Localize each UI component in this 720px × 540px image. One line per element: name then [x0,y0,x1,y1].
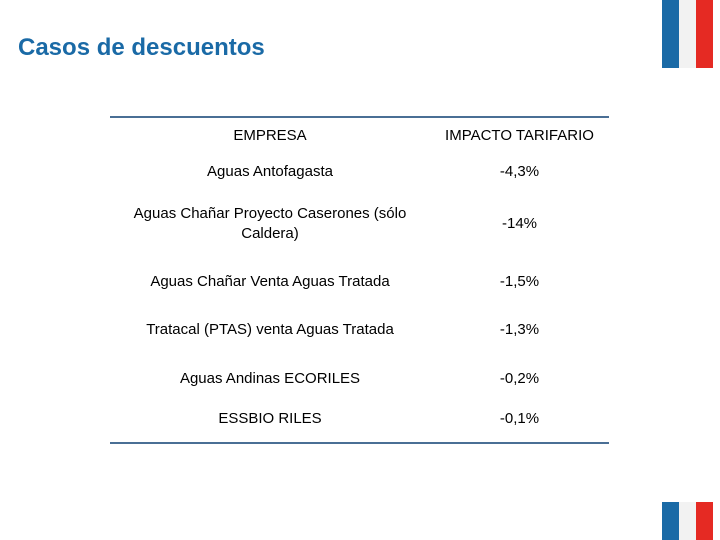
chile-flag-decoration-bottom [662,502,713,540]
table-row: ESSBIO RILES -0,1% [110,403,609,442]
table-row: Aguas Antofagasta -4,3% [110,154,609,189]
impacto-cell: -14% [501,215,538,232]
discounts-table: EMPRESA IMPACTO TARIFARIO Aguas Antofaga… [110,116,609,444]
table-row: Tratacal (PTAS) venta Aguas Tratada -1,3… [110,305,609,355]
flag-red-stripe [696,0,713,68]
flag-white-stripe [679,502,696,540]
impacto-cell: -0,1% [499,409,540,427]
flag-red-stripe [696,502,713,540]
empresa-cell: Tratacal (PTAS) venta Aguas Tratada [146,321,394,338]
table-header-row: EMPRESA IMPACTO TARIFARIO [110,118,609,154]
impacto-cell: -1,3% [499,321,540,338]
empresa-cell: Aguas Andinas ECORILES [179,370,361,387]
empresa-cell: Aguas Antofagasta [207,162,333,180]
impacto-cell: -1,5% [499,273,540,290]
flag-blue-stripe [662,0,679,68]
column-header-empresa: EMPRESA [233,127,307,144]
page-title: Casos de descuentos [18,34,265,61]
empresa-cell: Aguas Chañar Venta Aguas Tratada [150,273,390,290]
chile-flag-decoration-top [662,0,713,68]
flag-blue-stripe [662,502,679,540]
column-header-impacto: IMPACTO TARIFARIO [445,127,594,144]
table-row: Aguas Chañar Venta Aguas Tratada -1,5% [110,259,609,305]
empresa-cell: Aguas Chañar Proyecto Caserones (sólo Ca… [133,205,407,242]
flag-white-stripe [679,0,696,68]
impacto-cell: -4,3% [499,162,540,180]
table-row: Aguas Chañar Proyecto Caserones (sólo Ca… [110,189,609,259]
impacto-cell: -0,2% [499,370,540,387]
table-row: Aguas Andinas ECORILES -0,2% [110,355,609,403]
empresa-cell: ESSBIO RILES [218,409,322,427]
